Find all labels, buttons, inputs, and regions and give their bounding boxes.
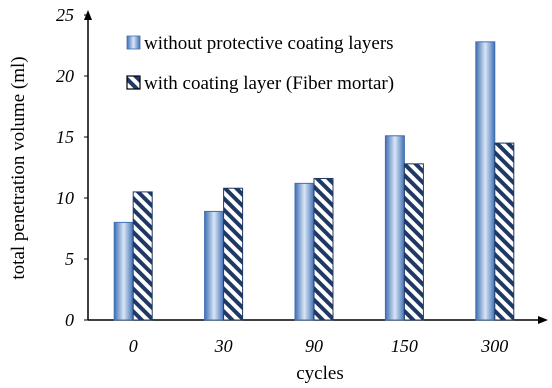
legend: without protective coating layers with c… xyxy=(126,33,394,94)
y-tick-label: 5 xyxy=(65,249,74,269)
bar-series-1-cat-300 xyxy=(475,41,496,321)
legend-swatch-series-2 xyxy=(126,75,141,90)
y-ticks: 0 5 10 15 20 25 xyxy=(56,5,88,330)
y-tick-label: 25 xyxy=(56,5,74,25)
bar-series-2-cat-90 xyxy=(313,177,334,321)
bar-series-1-cat-30 xyxy=(204,210,225,321)
legend-label-series-1: without protective coating layers xyxy=(144,33,394,54)
x-tick-label: 0 xyxy=(129,336,138,356)
legend-swatch-series-1 xyxy=(126,35,141,50)
bar-series-2-cat-30 xyxy=(223,187,244,321)
y-tick-label: 0 xyxy=(65,310,74,330)
y-tick-label: 20 xyxy=(56,66,74,86)
x-ticks: 0 30 90 150 300 xyxy=(129,336,509,356)
x-tick-label: 300 xyxy=(480,336,508,356)
y-tick-label: 10 xyxy=(56,188,74,208)
bar-series-1-cat-0 xyxy=(113,221,134,321)
x-tick-label: 90 xyxy=(305,336,323,356)
x-axis-arrow xyxy=(538,316,548,324)
legend-label-series-2: with coating layer (Fiber mortar) xyxy=(144,73,394,94)
bar-series-1-cat-150 xyxy=(384,135,405,321)
x-tick-label: 150 xyxy=(391,336,418,356)
bar-series-2-cat-300 xyxy=(494,142,515,321)
x-tick-label: 30 xyxy=(214,336,233,356)
bar-series-1-cat-90 xyxy=(294,182,315,321)
bar-series-2-cat-0 xyxy=(132,191,153,321)
y-tick-label: 15 xyxy=(56,127,74,147)
x-axis-label: cycles xyxy=(296,363,343,384)
y-axis-label: total penetration volume (ml) xyxy=(8,56,29,279)
bar-series-2-cat-150 xyxy=(403,163,424,321)
bars xyxy=(113,41,515,321)
